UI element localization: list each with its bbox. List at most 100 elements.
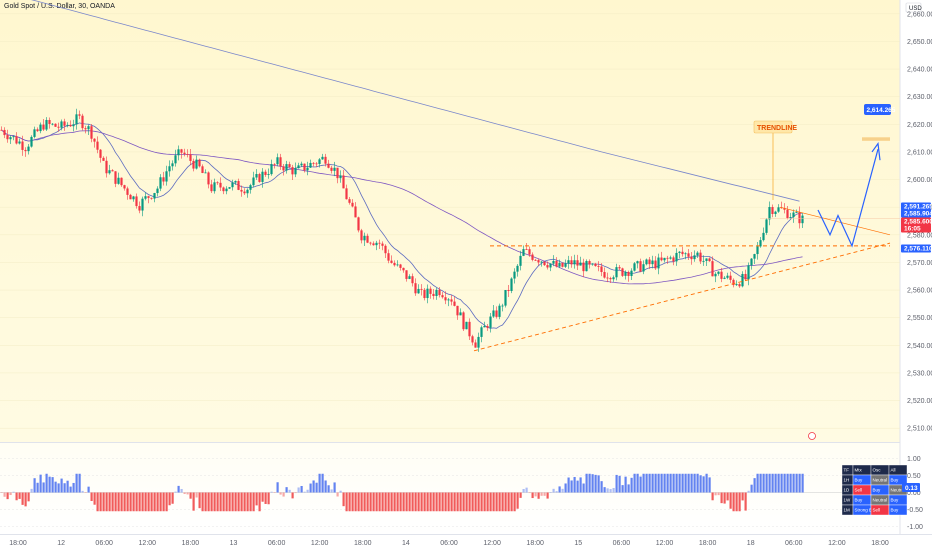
candle-body — [132, 196, 135, 200]
resistance-line[interactable] — [779, 206, 891, 236]
currency-box[interactable] — [905, 2, 922, 13]
oscillator-bar — [174, 491, 177, 493]
candle-body — [105, 160, 108, 174]
candle-body — [768, 207, 771, 220]
oscillator-pane-background — [0, 443, 900, 534]
candle-body — [753, 254, 756, 259]
signal-table-text: Sell — [855, 488, 863, 493]
event-marker-icon[interactable] — [808, 432, 816, 440]
oscillator-bar — [456, 492, 459, 512]
oscillator-bar — [201, 492, 204, 512]
candle-body — [561, 262, 564, 267]
oscillator-bar — [273, 492, 276, 493]
time-tick-label: 18:00 — [182, 540, 200, 547]
oscillator-bar — [138, 492, 141, 512]
signal-table-text: Buy — [891, 498, 900, 503]
price-tick-label: 2,530.000 — [907, 370, 932, 377]
candle-body — [222, 187, 225, 192]
time-tick-label: 18:00 — [354, 540, 372, 547]
target-label: 2,614.265 — [867, 107, 896, 114]
oscillator-bar — [378, 492, 381, 512]
candle-body — [15, 136, 18, 144]
trendline-label-box[interactable] — [753, 120, 793, 134]
candle-body — [123, 185, 126, 189]
candle-body — [303, 163, 306, 171]
oscillator-bar — [783, 473, 786, 493]
oscillator-bar — [57, 483, 60, 493]
price-tick-label: 2,550.000 — [907, 315, 932, 322]
price-badge-label: 2,585.904 — [904, 211, 932, 218]
candle-body — [606, 277, 609, 279]
candle-body — [735, 284, 738, 286]
signal-table-text: Buy — [891, 508, 900, 513]
oscillator-bar — [84, 492, 87, 493]
time-axis[interactable]: 18:00 12 06:00 12:00 18:00 13 06:00 12:00 18:00 1… — [9, 540, 889, 547]
oscillator-bar — [384, 492, 387, 512]
candle-body — [492, 310, 495, 317]
candle-body — [432, 293, 435, 297]
candle-body — [231, 182, 234, 188]
oscillator-bar — [771, 473, 774, 493]
candle-body — [618, 267, 621, 269]
target-label-box[interactable] — [864, 104, 891, 115]
oscillator-bar — [198, 492, 201, 509]
oscillator-bar — [291, 492, 294, 499]
candle-body — [315, 163, 318, 165]
candle-body — [414, 283, 417, 294]
candle-body — [582, 262, 585, 272]
candle-body — [219, 182, 222, 188]
candle-body — [684, 253, 687, 255]
signal-table-text: Neutral — [873, 498, 888, 503]
oscillator-bar — [732, 492, 735, 512]
oscillator-bar — [48, 476, 51, 493]
oscillator-bar — [609, 489, 612, 493]
candle-body — [336, 167, 339, 179]
price-badge — [901, 209, 931, 218]
candle-body — [60, 121, 63, 128]
time-tick-label: 06:00 — [440, 540, 458, 547]
oscillator-bar — [567, 477, 570, 493]
oscillator-bar — [459, 492, 462, 512]
candle-body — [471, 336, 474, 343]
price-tick-label: 2,540.000 — [907, 343, 932, 350]
candle-body — [630, 270, 633, 276]
oscillator-bar — [117, 492, 120, 512]
oscillator-bar — [162, 492, 165, 512]
candle-body — [135, 196, 138, 207]
price-tick-label: 2,520.000 — [907, 398, 932, 405]
oscillator-bar — [324, 480, 327, 493]
oscillator-histogram: 1.00 0.50 0.00 -0.50 -1.00 — [0, 456, 923, 531]
oscillator-bar — [552, 488, 555, 493]
candle-body — [474, 342, 477, 348]
candle-body — [555, 260, 558, 267]
oscillator-bar — [546, 492, 549, 499]
candle-body — [675, 252, 678, 262]
ascending-trendline[interactable] — [473, 242, 891, 352]
candle-body — [162, 177, 165, 182]
candle-body — [159, 177, 162, 189]
oscillator-bar — [51, 477, 54, 493]
candle-body — [117, 177, 120, 184]
target-zone[interactable] — [862, 137, 890, 141]
candle-body — [570, 260, 573, 265]
candle-body — [129, 194, 132, 200]
oscillator-bar — [237, 492, 240, 512]
candle-body — [501, 305, 504, 307]
price-badge-label: 2,585.600 — [904, 219, 932, 226]
oscillator-bar — [210, 492, 213, 512]
oscillator-bar — [255, 492, 258, 506]
candle-body — [180, 149, 183, 153]
projection-path[interactable] — [817, 149, 879, 248]
oscillator-bar — [606, 488, 609, 493]
candle-body — [78, 114, 81, 116]
candle-body — [426, 288, 429, 299]
oscillator-bar — [132, 492, 135, 512]
drawings-layer[interactable] — [473, 137, 900, 352]
oscillator-bar — [450, 492, 453, 512]
oscillator-bar — [189, 492, 192, 499]
oscillator-bar — [690, 473, 693, 493]
candle-body — [21, 141, 24, 150]
oscillator-bar — [6, 492, 9, 500]
oscillator-bar — [657, 473, 660, 493]
